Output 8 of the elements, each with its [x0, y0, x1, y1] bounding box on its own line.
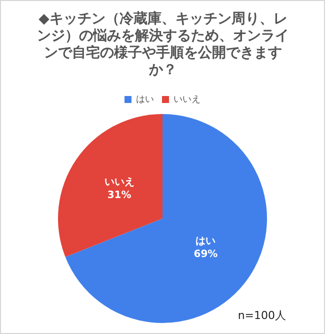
slice-label: はい — [196, 236, 216, 247]
legend-label: いいえ — [174, 94, 200, 105]
text: n=100人 — [238, 308, 286, 323]
data-label: 31% — [107, 190, 132, 202]
legend-label: はい — [136, 94, 154, 105]
data-label: 69% — [194, 248, 218, 260]
chart-title: ◆キッチン（冷蔵庫、キッチン周り、レンジ）の悩みを解決するため、オンラインで自宅の様子や手順を公開できますか？ — [37, 11, 289, 79]
slice-label: いいえ — [104, 177, 134, 188]
